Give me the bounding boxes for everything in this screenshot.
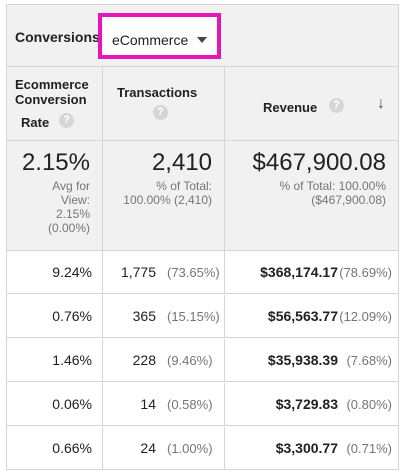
row-revenue-percent: (0.71%) <box>346 441 392 456</box>
conversions-selector-row: Conversions eCommerce <box>7 5 398 67</box>
row-conversion-rate: 0.06% <box>52 396 92 412</box>
column-header-rate-line1: Ecommerce <box>15 77 89 92</box>
row-transactions: 365 <box>132 308 156 324</box>
row-revenue-percent: (78.69%) <box>339 265 392 280</box>
totals-rate-value: 2.15% <box>21 149 90 176</box>
totals-rate-caption-line: (0.00%) <box>47 221 90 235</box>
row-revenue-percent: (12.09%) <box>339 309 392 324</box>
totals-rate-caption: Avg for View: 2.15% (0.00%) <box>10 179 90 235</box>
help-icon[interactable]: ? <box>153 105 168 120</box>
totals-conversion-rate: 2.15% Avg for View: 2.15% (0.00%) <box>7 141 103 251</box>
row-transactions-percent: (1.00%) <box>167 441 213 456</box>
row-transactions: 24 <box>140 440 156 456</box>
row-conversion-rate: 0.66% <box>52 440 92 456</box>
totals-revenue-caption-line: % of Total: 100.00% <box>279 179 386 193</box>
column-header-transactions-label: Transactions <box>117 85 198 100</box>
row-revenue: $56,563.77 <box>267 308 338 324</box>
help-icon[interactable]: ? <box>59 113 74 128</box>
caret-down-icon <box>197 37 207 43</box>
row-transactions-percent: (9.46%) <box>167 353 213 368</box>
row-transactions: 228 <box>132 352 156 368</box>
row-revenue: $3,729.83 <box>275 396 338 412</box>
help-icon[interactable]: ? <box>329 98 344 113</box>
totals-rate-caption-line: Avg for <box>52 179 90 193</box>
column-header-revenue-label: Revenue <box>263 100 318 115</box>
totals-revenue-caption-line: ($467,900.08) <box>311 193 386 207</box>
totals-transactions-value: 2,410 <box>151 149 212 176</box>
row-transactions-percent: (73.65%) <box>167 265 220 280</box>
totals-revenue-value: $467,900.08 <box>252 149 386 176</box>
totals-rate-caption-line: 2.15% <box>55 207 90 221</box>
totals-transactions-caption-line: % of Total: <box>156 179 212 193</box>
row-transactions: 1,775 <box>120 264 156 280</box>
sort-descending-icon[interactable]: ↓ <box>377 95 385 112</box>
column-header-conversion-rate[interactable]: Ecommerce Conversion Rate ? <box>7 67 103 141</box>
table-row[interactable]: 9.24% 1,775 (73.65%) $368,174.17 (78.69%… <box>7 251 398 294</box>
row-transactions-percent: (15.15%) <box>167 309 220 324</box>
column-header-rate-line3: Rate <box>21 115 50 130</box>
row-conversion-rate: 0.76% <box>52 308 92 324</box>
row-revenue: $3,300.77 <box>275 440 338 456</box>
row-revenue-percent: (0.80%) <box>346 397 392 412</box>
row-revenue-percent: (7.68%) <box>346 353 392 368</box>
conversions-label: Conversions <box>15 29 100 45</box>
ecommerce-report-table: Conversions eCommerce Ecommerce Conversi… <box>6 4 399 470</box>
totals-transactions-caption-line: 100.00% (2,410) <box>123 193 212 207</box>
column-header-rate-line2: Conversion <box>15 92 87 107</box>
totals-revenue-caption: % of Total: 100.00% ($467,900.08) <box>226 179 386 207</box>
table-row[interactable]: 0.66% 24 (1.00%) $3,300.77 (0.71%) <box>7 427 398 470</box>
totals-transactions-caption: % of Total: 100.00% (2,410) <box>96 179 212 207</box>
row-transactions-percent: (0.58%) <box>167 397 213 412</box>
table-row[interactable]: 0.06% 14 (0.58%) $3,729.83 (0.80%) <box>7 383 398 426</box>
totals-transactions: 2,410 % of Total: 100.00% (2,410) <box>103 141 225 251</box>
row-conversion-rate: 1.46% <box>52 352 92 368</box>
table-row[interactable]: 0.76% 365 (15.15%) $56,563.77 (12.09%) <box>7 295 398 338</box>
conversions-dropdown[interactable]: eCommerce <box>98 13 221 59</box>
row-conversion-rate: 9.24% <box>52 264 92 280</box>
row-revenue: $35,938.39 <box>267 352 338 368</box>
column-header-revenue[interactable]: Revenue ? ↓ <box>225 67 398 141</box>
totals-revenue: $467,900.08 % of Total: 100.00% ($467,90… <box>225 141 398 251</box>
table-row[interactable]: 1.46% 228 (9.46%) $35,938.39 (7.68%) <box>7 339 398 382</box>
conversions-dropdown-value: eCommerce <box>112 32 189 48</box>
totals-rate-caption-line: View: <box>60 193 90 207</box>
row-transactions: 14 <box>140 396 156 412</box>
column-header-transactions[interactable]: Transactions ? <box>103 67 225 141</box>
row-revenue: $368,174.17 <box>260 264 338 280</box>
